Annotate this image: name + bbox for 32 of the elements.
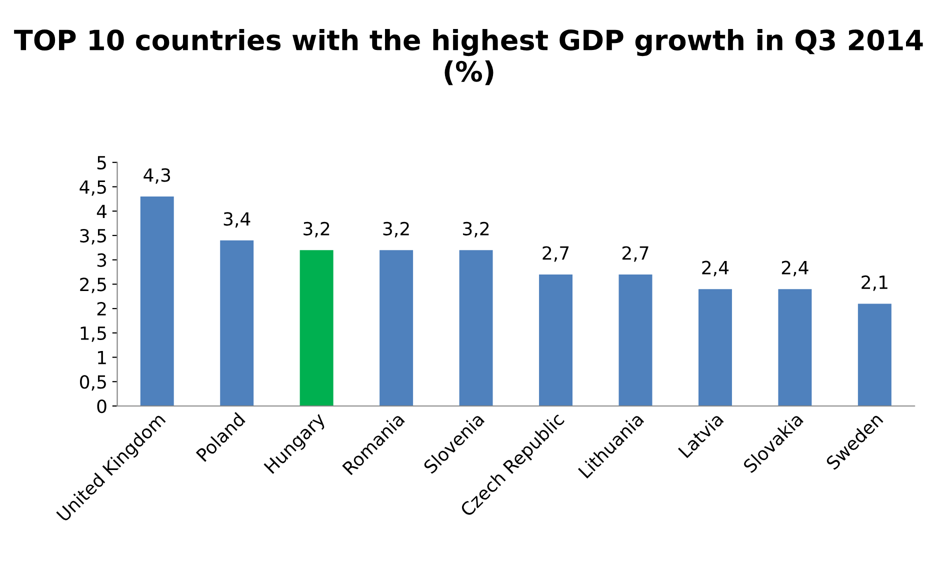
data-label: 2,1: [862, 275, 888, 291]
bar: [539, 274, 573, 406]
bar: [698, 289, 732, 406]
y-tick-label: 1: [98, 350, 106, 364]
y-tick-label: 5: [97, 156, 106, 170]
y-tick-label: 3: [97, 253, 106, 267]
y-tick-label: 4: [96, 204, 107, 218]
data-label: 3,2: [463, 222, 489, 238]
data-label: 2,4: [702, 260, 729, 276]
data-label: 2,7: [542, 246, 569, 262]
data-label: 2,7: [622, 246, 648, 262]
bar: [778, 289, 812, 406]
y-tick-label: 1,5: [80, 326, 106, 342]
y-tick-label: 0: [97, 399, 106, 414]
y-tick-label: 2: [97, 302, 106, 316]
bar: [300, 250, 334, 406]
bar: [140, 196, 174, 406]
bar: [618, 274, 652, 406]
data-label: 3,2: [383, 222, 409, 238]
chart-title: TOP 10 countries with the highest GDP growth in Q3 2014 (%): [14, 29, 923, 86]
y-tick-label: 2,5: [80, 278, 106, 294]
data-label: 3,4: [224, 212, 250, 228]
y-tick-label: 4,5: [80, 180, 106, 196]
y-tick-label: 0,5: [80, 375, 106, 391]
data-label: 4,3: [144, 168, 170, 184]
data-label: 3,2: [304, 222, 330, 238]
bar: [459, 250, 493, 406]
bar: [220, 240, 254, 406]
bar: [380, 250, 414, 406]
data-label: 2,4: [782, 260, 808, 276]
y-tick-label: 3,5: [80, 228, 106, 244]
bar: [858, 304, 892, 406]
